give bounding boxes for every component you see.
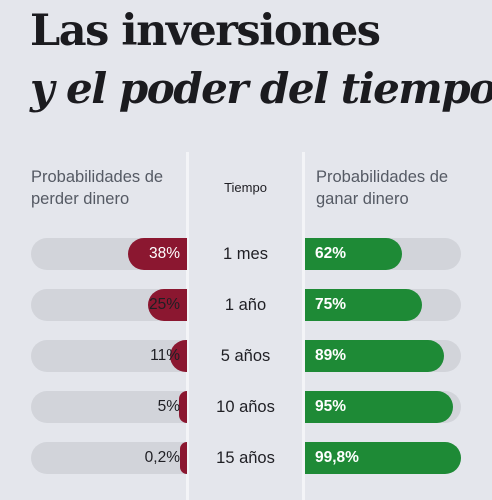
gain-bar <box>305 238 402 270</box>
gain-bar-track: 95% <box>305 391 461 423</box>
gain-bar <box>305 289 422 321</box>
gain-percent-label: 95% <box>315 398 347 415</box>
chart-title-line-1: Las inversiones <box>30 6 381 56</box>
gain-bar-track: 75% <box>305 289 461 321</box>
gain-bar-track: 62% <box>305 238 461 270</box>
loss-percent-label: 38% <box>148 245 180 262</box>
time-period-label: 5 años <box>220 347 271 365</box>
left-divider <box>186 152 189 500</box>
time-period-label: 1 mes <box>223 245 268 263</box>
loss-bar-track: 38% <box>31 238 187 270</box>
loss-column-header: Probabilidades de perder dinero <box>31 168 164 208</box>
time-period-label: 1 año <box>224 296 267 314</box>
loss-bar <box>127 238 187 270</box>
gain-percent-label: 99,8% <box>315 449 359 466</box>
time-period-label: 15 años <box>216 449 275 467</box>
loss-bar-track: 0,2% <box>31 442 187 474</box>
gain-bar <box>305 340 444 372</box>
loss-percent-label: 25% <box>148 296 180 313</box>
loss-bar <box>169 340 187 372</box>
gain-bar <box>305 391 454 423</box>
time-column-header: Tiempo <box>224 180 267 195</box>
gain-percent-label: 89% <box>315 347 347 364</box>
loss-bar <box>179 391 187 423</box>
loss-bar <box>148 289 187 321</box>
gain-column-header: Probabilidades de ganar dinero <box>316 168 449 208</box>
time-period-label: 10 años <box>216 398 275 416</box>
loss-percent-label: 11% <box>150 347 180 364</box>
loss-percent-label: 5% <box>157 398 180 415</box>
loss-bar-track: 25% <box>31 289 187 321</box>
gain-bar-track: 99,8% <box>305 442 461 474</box>
right-divider <box>302 152 305 500</box>
loss-bar <box>180 442 187 474</box>
gain-bar <box>305 442 461 474</box>
loss-percent-label: 0,2% <box>144 449 180 466</box>
gain-percent-label: 75% <box>315 296 347 313</box>
loss-bar-track: 5% <box>31 391 187 423</box>
gain-percent-label: 62% <box>315 245 347 262</box>
chart-title-line-2: y el poder del tiempo <box>30 64 492 113</box>
loss-bar-track: 11% <box>31 340 187 372</box>
gain-bar-track: 89% <box>305 340 461 372</box>
